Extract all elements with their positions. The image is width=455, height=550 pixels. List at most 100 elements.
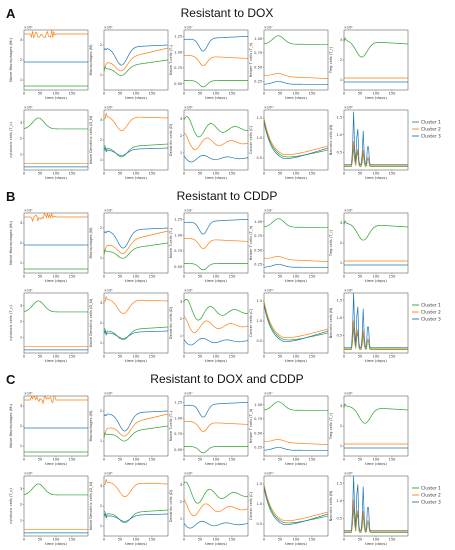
x-tick-label: 50 xyxy=(198,355,203,359)
x-axis-label: time (days) xyxy=(285,461,307,466)
plot-frame xyxy=(23,475,89,537)
x-tick-label: 100 xyxy=(293,538,301,542)
series-line-cluster-3 xyxy=(183,155,249,163)
x-tick-label: 0 xyxy=(183,92,186,96)
x-axis-label: time (days) xyxy=(125,175,147,180)
panel: ×10⁵ Macrophages (M) time (days) 0 50 100 150 1… xyxy=(89,209,169,283)
y-tick-label: 0.75 xyxy=(254,417,262,421)
x-tick-label: 150 xyxy=(69,92,77,96)
x-tick-label: 0 xyxy=(103,92,106,96)
y-tick-label: 0.50 xyxy=(174,82,183,86)
x-tick-label: 50 xyxy=(118,355,123,359)
legend-entry: Cluster 3 xyxy=(421,500,441,506)
y-tick-label: 0.5 xyxy=(336,151,342,155)
series-line-cluster-1 xyxy=(183,116,249,138)
y-tick-label: 2 xyxy=(20,137,22,141)
x-tick-label: 150 xyxy=(389,538,397,542)
y-tick-label: 0.5 xyxy=(256,522,262,526)
y-tick-label: 1 xyxy=(100,439,102,443)
series-line-cluster-1 xyxy=(344,145,408,167)
axis-multiplier: ×10⁵ xyxy=(24,106,33,110)
series-line-cluster-2 xyxy=(183,420,249,433)
x-tick-label: 150 xyxy=(389,355,397,359)
y-tick-label: 1.0 xyxy=(336,316,342,320)
y-axis-label: cytotoxic cells (T_c) xyxy=(9,488,13,524)
x-axis-label: time (days) xyxy=(205,358,227,363)
y-tick-label: 0.25 xyxy=(254,446,262,450)
x-tick-label: 50 xyxy=(118,538,123,542)
x-tick-label: 0 xyxy=(263,458,266,462)
panel: ×10⁶ Naive Dendritic cells (D_N)time (day… xyxy=(89,289,169,363)
plot-frame xyxy=(103,292,169,354)
y-tick-label: 3 xyxy=(100,118,102,122)
x-tick-label: 50 xyxy=(278,172,283,176)
x-tick-label: 100 xyxy=(213,458,221,462)
x-tick-label: 100 xyxy=(373,275,381,279)
x-tick-label: 100 xyxy=(213,355,221,359)
x-tick-label: 0 xyxy=(183,458,186,462)
x-tick-label: 100 xyxy=(293,355,301,359)
axis-multiplier: ×10⁵ xyxy=(104,392,113,396)
x-tick-label: 0 xyxy=(23,275,26,279)
y-tick-label: 0.5 xyxy=(336,517,342,521)
x-tick-label: 0 xyxy=(183,355,186,359)
y-tick-label: 3 xyxy=(20,304,22,308)
y-tick-label: 1 xyxy=(100,158,102,162)
y-axis-label: Necrotic cells (N) xyxy=(329,307,333,338)
x-tick-label: 0 xyxy=(343,92,346,96)
x-tick-label: 50 xyxy=(198,538,203,542)
x-tick-label: 50 xyxy=(278,538,283,542)
x-axis-label: time (days) xyxy=(365,541,387,546)
x-tick-label: 50 xyxy=(118,92,123,96)
axis-multiplier: ×10⁶ xyxy=(184,289,193,293)
plot-frame xyxy=(343,212,409,274)
x-axis-label: time (days) xyxy=(125,278,147,283)
x-tick-label: 0 xyxy=(23,355,26,359)
x-tick-label: 50 xyxy=(358,355,363,359)
y-tick-label: 2 xyxy=(340,58,342,62)
series-line-cluster-3 xyxy=(183,35,249,52)
x-tick-label: 0 xyxy=(183,275,186,279)
x-tick-label: 100 xyxy=(373,538,381,542)
x-tick-label: 50 xyxy=(278,92,283,96)
y-tick-label: 3 xyxy=(20,38,22,42)
y-tick-label: 0.50 xyxy=(174,265,183,269)
x-tick-label: 100 xyxy=(133,355,141,359)
series-line-cluster-1 xyxy=(23,117,88,130)
x-tick-label: 100 xyxy=(133,275,141,279)
legend-entry: Cluster 3 xyxy=(421,317,441,323)
series-line-cluster-1 xyxy=(103,59,169,76)
x-axis-label: time (days) xyxy=(285,358,307,363)
panel: ×10⁶ Dendritic cells (D) time (days) 0 50 100… xyxy=(169,472,249,546)
section-b: B Resistant to CDDP ×10⁵ Naive Macrophages … xyxy=(6,189,441,363)
x-tick-label: 50 xyxy=(358,172,363,176)
x-axis-label: time (days) xyxy=(45,175,67,180)
panel: ×10⁶ Treg cells (T_r)time (days) 0 50 100 150… xyxy=(329,26,409,100)
series-line-cluster-2 xyxy=(183,499,249,517)
axis-multiplier: ×10⁷ xyxy=(184,26,193,30)
x-tick-label: 0 xyxy=(343,275,346,279)
x-tick-label: 150 xyxy=(149,538,157,542)
y-axis-label: Treg cells (T_r) xyxy=(329,46,333,74)
y-tick-label: 3 xyxy=(20,221,22,225)
series-line-cluster-3 xyxy=(263,304,329,342)
x-axis-label: time (days) xyxy=(365,95,387,100)
x-tick-label: 0 xyxy=(183,172,186,176)
y-tick-label: 1.00 xyxy=(174,416,183,420)
series-line-cluster-2 xyxy=(344,320,408,350)
x-tick-label: 150 xyxy=(149,458,157,462)
panel: ×10⁷ Helper T cells (T_h)time (days) 0 50 10… xyxy=(249,209,329,283)
y-tick-label: 0.75 xyxy=(174,66,182,70)
plot-frame xyxy=(263,29,329,91)
y-axis-label: Naive Macrophages (M₀) xyxy=(9,37,13,81)
x-axis-label: time (days) xyxy=(125,95,147,100)
series-line-cluster-3 xyxy=(263,487,329,525)
x-tick-label: 150 xyxy=(69,172,77,176)
axis-multiplier: ×10⁵ xyxy=(24,472,33,476)
panel: ×10⁶ Dendritic cells (D) time (days) 0 50 100… xyxy=(169,289,249,363)
axis-multiplier: ×10⁵ xyxy=(24,289,33,293)
plot-frame xyxy=(183,475,249,537)
y-tick-label: 3 xyxy=(100,301,102,305)
